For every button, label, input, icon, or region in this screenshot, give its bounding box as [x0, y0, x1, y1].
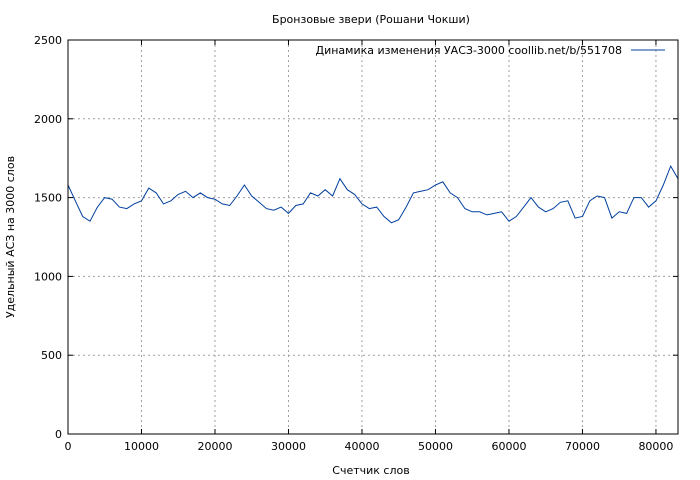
- series-line: [67, 164, 679, 224]
- y-tick-label: 500: [41, 349, 62, 362]
- y-tick-labels: 0 500 1000 1500 2000 2500: [34, 34, 62, 441]
- x-tick-label: 50000: [418, 440, 453, 453]
- x-tick-label: 60000: [491, 440, 526, 453]
- x-tick-label: 0: [65, 440, 72, 453]
- y-tick-label: 1500: [34, 192, 62, 205]
- x-axis-label: Счетчик слов: [332, 464, 409, 477]
- x-tick-labels: 0 10000 20000 30000 40000 50000 60000 70000 8000…: [65, 440, 674, 453]
- y-tick-label: 2000: [34, 113, 62, 126]
- x-tick-label: 20000: [197, 440, 232, 453]
- y-tick-label: 1000: [34, 270, 62, 283]
- legend-label: Динамика изменения УАСЗ-3000 coollib.net…: [316, 44, 623, 57]
- chart-title: Бронзовые звери (Рошани Чокши): [272, 13, 470, 26]
- x-tick-label: 80000: [638, 440, 673, 453]
- x-tick-label: 10000: [124, 440, 159, 453]
- y-tick-label: 0: [55, 428, 62, 441]
- y-tick-label: 2500: [34, 34, 62, 47]
- grid-lines: [68, 40, 678, 434]
- x-tick-label: 70000: [565, 440, 600, 453]
- x-tick-label: 30000: [271, 440, 306, 453]
- plot-frame: [67, 39, 679, 435]
- series-group: [67, 164, 679, 224]
- y-axis-label: Удельный АСЗ на 3000 слов: [4, 156, 17, 318]
- x-tick-label: 40000: [344, 440, 379, 453]
